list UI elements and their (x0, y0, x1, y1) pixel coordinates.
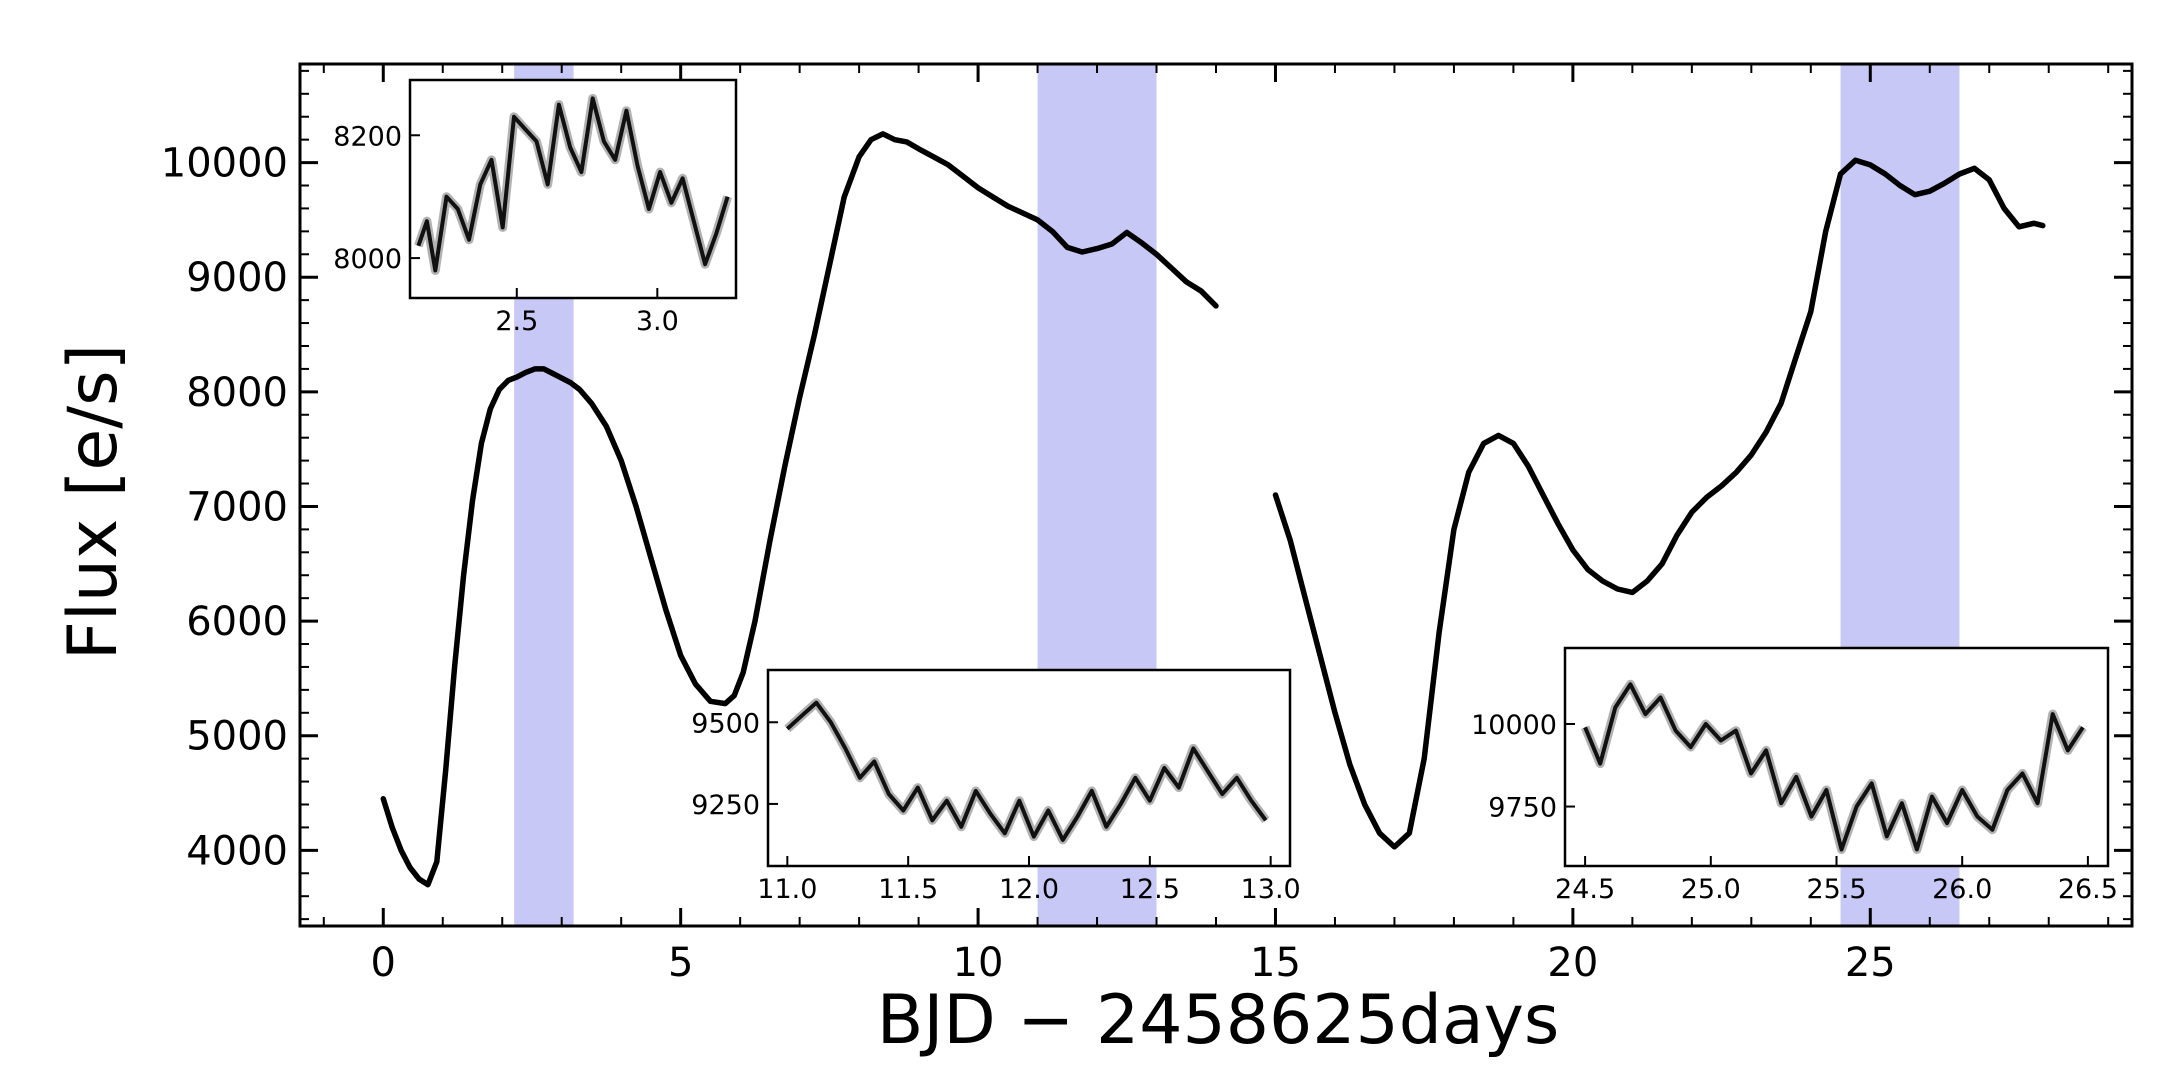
inset-y-tick-label: 10000 (1471, 710, 1557, 741)
inset-x-tick-label: 25.0 (1681, 874, 1741, 905)
inset-light-curve (416, 96, 730, 273)
inset-frame (408, 78, 738, 300)
inset-x-tick-label: 26.5 (2058, 874, 2118, 905)
y-tick-label: 8000 (186, 370, 288, 416)
main-light-curve (380, 131, 2046, 888)
inset-3: 24.5 25.0 25.5 26.0 26.5 9750 10000 (1471, 646, 2118, 905)
inset-1: 2.5 3.0 8000 8200 (333, 78, 738, 337)
inset-x-tick-label: 12.0 (999, 874, 1059, 905)
inset-x-tick-label: 11.0 (757, 874, 817, 905)
x-tick-label: 25 (1845, 940, 1896, 986)
inset-y-tick-label: 8000 (333, 244, 402, 275)
x-tick-label: 5 (668, 940, 693, 986)
inset-x-tick-label: 12.5 (1120, 874, 1180, 905)
y-tick-label: 5000 (186, 714, 288, 760)
inset-x-tick-label: 11.5 (878, 874, 938, 905)
y-axis-label: Flux [e/s] (54, 344, 133, 660)
main-axes: 0 5 10 15 20 25 4000 5000 6000 7000 8000 9000 10000 (161, 62, 2134, 986)
light-curve-segment-2 (1272, 157, 2046, 850)
inset-x-tick-label: 2.5 (495, 306, 538, 337)
inset-y-tick-label: 9500 (691, 708, 760, 739)
inset-x-tick-label: 3.0 (636, 306, 679, 337)
inset-light-curve (785, 700, 1268, 842)
inset-x-tick-label: 13.0 (1241, 874, 1301, 905)
inset-x-tick-label: 26.0 (1932, 874, 1992, 905)
inset-x-tick-label: 24.5 (1555, 874, 1615, 905)
light-curve-segment-1 (380, 131, 1219, 888)
inset-y-tick-label: 8200 (333, 121, 402, 152)
y-tick-label: 7000 (186, 484, 288, 530)
inset-2: 11.0 11.5 12.0 12.5 13.0 9250 9500 (691, 668, 1301, 905)
inset-x-tick-label: 25.5 (1806, 874, 1866, 905)
x-tick-label: 10 (953, 940, 1004, 986)
inset-light-curve (1583, 682, 2085, 852)
x-tick-label: 0 (371, 940, 396, 986)
y-tick-label: 4000 (186, 828, 288, 874)
inset-y-tick-label: 9750 (1488, 793, 1557, 824)
insets: 2.5 3.0 8000 8200 11.0 11.5 12.0 12.5 13.0 9250 95… (333, 78, 2118, 905)
y-tick-label: 6000 (186, 599, 288, 645)
inset-y-tick-label: 9250 (691, 790, 760, 821)
x-tick-label: 15 (1250, 940, 1301, 986)
x-axis-label: BJD − 2458625days (877, 981, 1560, 1060)
y-tick-label: 10000 (161, 141, 288, 187)
x-tick-label: 20 (1547, 940, 1598, 986)
y-tick-label: 9000 (186, 255, 288, 301)
